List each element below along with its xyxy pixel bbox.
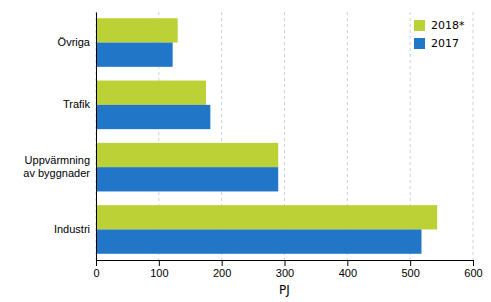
legend-swatch: [414, 38, 425, 49]
x-axis-label: PJ: [279, 283, 290, 297]
grid-line: [96, 12, 97, 260]
x-tick-label: 400: [339, 267, 357, 279]
y-tick-label-line: Trafik: [63, 98, 91, 110]
y-tick-label-line: Industri: [54, 223, 90, 235]
x-axis-line: [97, 261, 474, 267]
bar: [96, 143, 278, 167]
legend-swatch: [414, 20, 425, 31]
bar: [96, 229, 421, 253]
legend: 2018* 2017: [414, 19, 465, 50]
y-axis: Industri Uppvärmningav byggnader Trafik Övr…: [23, 13, 96, 261]
x-tick-mark: [159, 260, 160, 266]
bars: [96, 18, 437, 254]
legend-label: 2017: [431, 37, 459, 50]
grid-line: [473, 12, 474, 260]
y-tick-label: Trafik: [63, 98, 91, 110]
x-tick: 300: [276, 260, 294, 279]
plot: 0 100 200 300 400 500 600 Industri Uppvärmningav…: [23, 12, 482, 279]
bar: [96, 205, 437, 229]
series: [96, 43, 421, 254]
chart: 0 100 200 300 400 500 600 Industri Uppvärmningav…: [0, 0, 491, 302]
legend-item: 2017: [414, 37, 459, 50]
y-tick-label: Uppvärmningav byggnader: [23, 154, 90, 179]
y-axis-line: [96, 13, 97, 261]
x-tick-mark: [410, 260, 411, 266]
y-tick: Övriga: [58, 36, 96, 48]
x-tick: 400: [339, 260, 357, 279]
x-tick-label: 300: [276, 267, 294, 279]
x-tick-label: 0: [93, 267, 99, 279]
y-tick-label-line: av byggnader: [23, 167, 90, 179]
legend-item: 2018*: [414, 19, 465, 32]
x-tick: 100: [150, 260, 168, 279]
x-tick-mark: [222, 260, 223, 266]
x-tick-mark: [347, 260, 348, 266]
x-tick-label: 500: [401, 267, 419, 279]
y-tick-label: Övriga: [58, 36, 91, 48]
x-tick-label: 100: [150, 267, 168, 279]
x-tick-label: 600: [464, 267, 482, 279]
x-tick-mark: [473, 260, 474, 266]
grid: [96, 12, 473, 260]
x-tick-mark: [285, 260, 286, 266]
x-tick: 600: [464, 260, 482, 279]
x-tick: 500: [401, 260, 419, 279]
series: [96, 18, 437, 229]
bar: [96, 81, 206, 105]
y-tick: Uppvärmningav byggnader: [23, 154, 96, 179]
bar: [96, 43, 173, 67]
y-tick-label-line: Övriga: [58, 36, 91, 48]
bar: [96, 167, 278, 191]
legend-label: 2018*: [431, 19, 465, 32]
bar: [96, 105, 210, 129]
y-tick: Trafik: [63, 98, 96, 110]
x-axis: 0 100 200 300 400 500 600: [93, 260, 482, 279]
x-tick-label: 200: [213, 267, 231, 279]
x-tick: 200: [213, 260, 231, 279]
bar: [96, 18, 178, 42]
x-tick-mark: [96, 260, 97, 266]
chart-container: 0 100 200 300 400 500 600 Industri Uppvärmningav…: [0, 0, 491, 302]
y-tick-label: Industri: [54, 223, 90, 235]
y-tick: Industri: [54, 223, 96, 235]
x-tick: 0: [93, 260, 99, 279]
y-tick-label-line: Uppvärmning: [25, 154, 90, 166]
